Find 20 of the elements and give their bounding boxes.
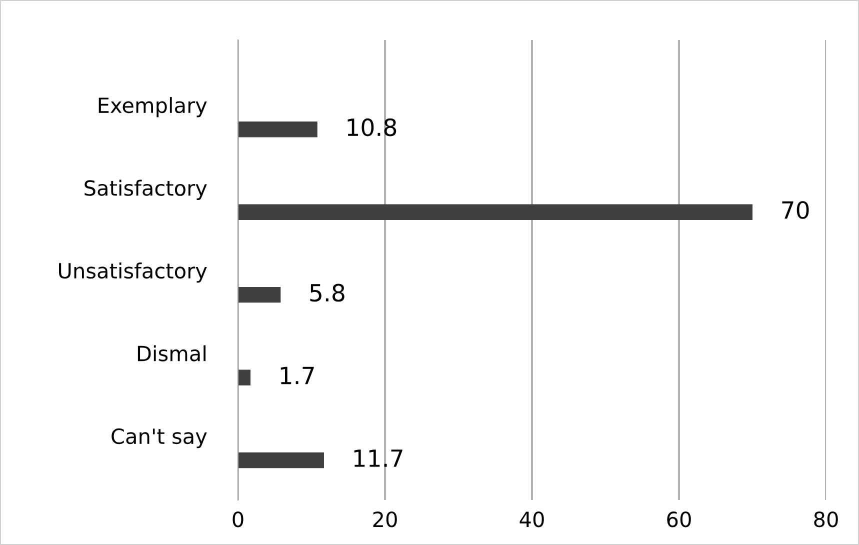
y-tick-label: Dismal: [138, 345, 206, 362]
data-label: 70: [782, 201, 809, 219]
bar: [238, 452, 324, 468]
bar: [238, 121, 318, 138]
x-tick-label: 80: [814, 511, 838, 528]
x-tick-label: 40: [520, 511, 544, 528]
y-tick-label: Can't say: [112, 428, 207, 448]
y-tick-label: Exemplary: [98, 97, 207, 118]
data-label: 10.8: [348, 118, 396, 136]
x-tick-label: 20: [373, 511, 397, 528]
data-label: 1.7: [280, 366, 314, 384]
x-tick-label: 0: [232, 511, 244, 528]
y-tick-label: Unsatisfactory: [59, 262, 207, 283]
bar: [238, 370, 250, 386]
y-tick-label: Satisfactory: [84, 180, 207, 200]
data-label: 11.7: [354, 450, 402, 467]
data-label: 5.8: [310, 284, 344, 302]
bar: [238, 204, 752, 220]
bar: [238, 286, 281, 303]
x-tick-label: 60: [667, 511, 691, 528]
